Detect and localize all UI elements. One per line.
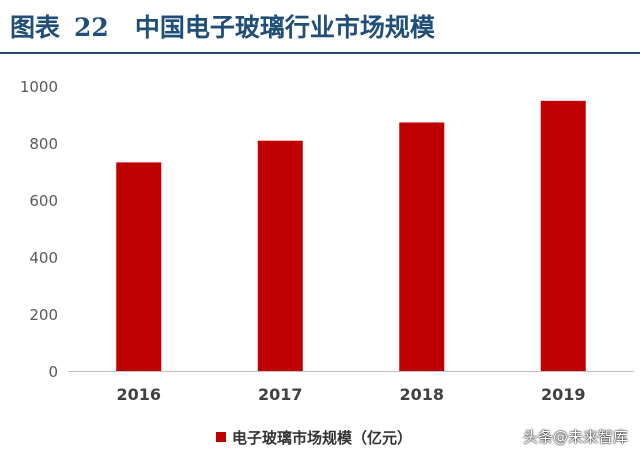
figure-title: 图表 22 中国电子玻璃行业市场规模: [10, 6, 630, 50]
watermark: 头条@未来智库: [522, 428, 628, 446]
bar-2017: [257, 140, 303, 371]
legend-label: 电子玻璃市场规模（亿元）: [232, 428, 413, 447]
x-tick-label: 2019: [541, 385, 586, 404]
bar-2016: [116, 162, 162, 371]
x-tick-label: 2018: [399, 385, 444, 404]
y-tick-label: 800: [29, 135, 58, 153]
bar-2018: [399, 122, 445, 371]
y-tick-label: 200: [29, 306, 58, 324]
x-tick-label: 2017: [258, 385, 303, 404]
y-tick-label: 400: [29, 249, 58, 267]
title-underline: [0, 52, 640, 54]
x-tick-label: 2016: [116, 385, 161, 404]
y-tick-label: 0: [48, 363, 58, 381]
bar-2019: [540, 100, 586, 371]
legend: 电子玻璃市场规模（亿元）: [216, 426, 412, 448]
chart-title: 中国电子玻璃行业市场规模: [134, 13, 435, 42]
y-tick-label: 1000: [20, 78, 58, 96]
figure-label: 图表: [10, 13, 61, 42]
figure-number: 22: [74, 13, 109, 42]
y-tick-label: 600: [29, 192, 58, 210]
legend-swatch: [216, 432, 226, 442]
